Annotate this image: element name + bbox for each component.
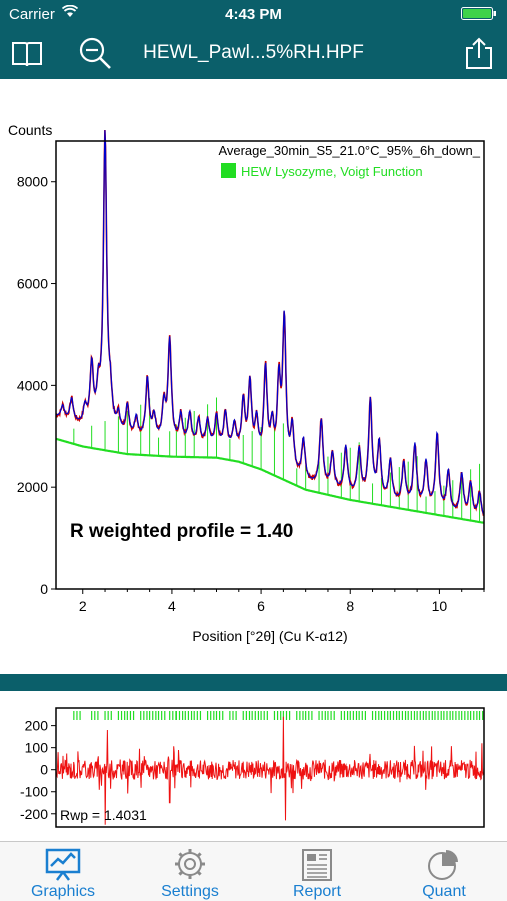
nav-title: HEWL_Pawl...5%RH.HPF	[143, 42, 364, 63]
tab-quant[interactable]: Quant	[381, 842, 507, 901]
residual-y-tick-label: 200	[25, 718, 49, 734]
chart-title: Average_30min_S5_21.0°C_95%_6h_down_	[218, 143, 480, 158]
legend-label: HEW Lysozyme, Voigt Function	[241, 164, 423, 179]
plot-area	[55, 129, 485, 524]
status-bar: Carrier 4:43 PM	[0, 0, 507, 28]
report-icon	[302, 849, 332, 881]
legend-swatch	[221, 163, 236, 178]
wifi-icon	[62, 5, 78, 17]
x-tick-label: 4	[168, 598, 176, 614]
residual-frame	[55, 707, 485, 828]
tab-graphics-label: Graphics	[30, 883, 96, 900]
y-tick-label: 2000	[17, 479, 48, 495]
background-curve	[55, 437, 485, 524]
gear-icon	[175, 849, 205, 879]
x-tick-label: 10	[432, 598, 448, 614]
x-tick-label: 8	[346, 598, 354, 614]
battery-icon	[461, 7, 496, 20]
share-icon[interactable]	[462, 36, 496, 70]
book-icon[interactable]	[10, 36, 44, 70]
x-tick-label: 2	[79, 598, 87, 614]
tab-settings-label: Settings	[161, 883, 219, 900]
residual-y-tick-label: 100	[25, 740, 49, 756]
zoom-out-icon[interactable]	[78, 36, 112, 70]
residual-chart[interactable]: 200 100 0 -100 -200 Rwp = 1.4031	[0, 700, 507, 840]
residual-curve	[55, 716, 485, 825]
x-axis-label: Position [°2θ] (Cu K-α12)	[192, 628, 347, 644]
tab-settings[interactable]: Settings	[127, 842, 253, 901]
y-tick-label: 8000	[17, 174, 48, 190]
app-header: Carrier 4:43 PM HEWL_Pawl...5%RH.HPF	[0, 0, 507, 79]
residual-plot-area	[55, 711, 485, 825]
observed-curve	[55, 129, 485, 517]
diffraction-chart[interactable]: Counts Average_30min_S5_21.0°C_95%_6h_do…	[0, 110, 507, 660]
axes: 0 2000 4000 6000 8000 2 4 6 8 10	[17, 174, 485, 614]
tab-report[interactable]: Report	[254, 842, 380, 901]
residual-y-tick-label: -100	[20, 784, 48, 800]
tab-report-label: Report	[292, 883, 342, 900]
y-tick-label: 4000	[17, 377, 48, 393]
residual-axes: 200 100 0 -100 -200	[20, 718, 56, 822]
pie-chart-icon	[428, 850, 458, 880]
tab-graphics[interactable]: Graphics	[0, 842, 126, 901]
status-time: 4:43 PM	[225, 6, 282, 23]
residual-y-tick-label: -200	[20, 806, 48, 822]
residual-y-tick-label: 0	[40, 762, 48, 778]
graphics-icon	[45, 848, 81, 881]
chart-divider[interactable]	[0, 674, 507, 691]
calculated-curve	[56, 130, 485, 516]
y-axis-label: Counts	[8, 122, 52, 138]
r-weighted-annotation: R weighted profile = 1.40	[70, 521, 293, 542]
tab-quant-label: Quant	[422, 883, 466, 900]
x-tick-label: 6	[257, 598, 265, 614]
y-tick-label: 0	[40, 581, 48, 597]
rwp-annotation: Rwp = 1.4031	[60, 807, 147, 823]
plot-frame	[55, 140, 485, 590]
nav-bar: HEWL_Pawl...5%RH.HPF	[0, 28, 507, 79]
carrier-label: Carrier	[9, 6, 55, 23]
tab-bar: Graphics Settings Report	[0, 841, 507, 901]
y-tick-label: 6000	[17, 276, 48, 292]
